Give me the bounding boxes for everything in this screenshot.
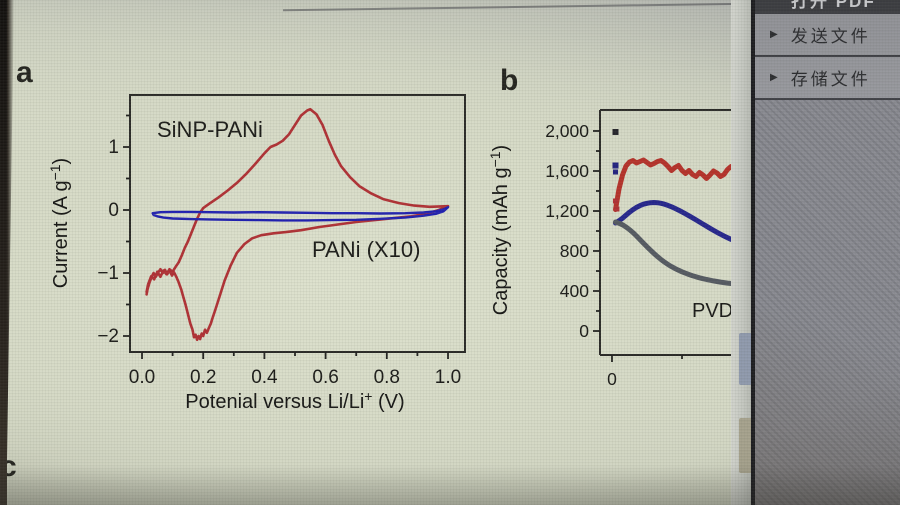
triangle-right-icon: ▶	[770, 72, 778, 83]
svg-text:−2: −2	[97, 326, 119, 347]
svg-text:0.8: 0.8	[374, 367, 400, 388]
svg-text:1: 1	[108, 137, 119, 158]
svg-text:Current (A g−1): Current (A g−1)	[47, 158, 72, 288]
menu-item-label: 打开 PDF	[791, 0, 876, 11]
svg-text:1,600: 1,600	[545, 161, 589, 181]
capacity-chart: 0 2,000 1,600 1,200 800 400 0 PVD Capacity (mAh …	[490, 109, 737, 389]
menu-separator	[755, 55, 900, 57]
scrollbar-track-mark	[739, 418, 752, 473]
cv-chart: 0.0 0.2 0.4 0.6 0.8 1.0 1 0 −1 −2 SiNP-PANi PANi (X…	[47, 94, 466, 413]
svg-text:800: 800	[560, 241, 589, 261]
panel-label-b: b	[500, 64, 519, 97]
svg-text:400: 400	[560, 281, 589, 301]
svg-text:Potenial versus Li/Li+ (V): Potenial versus Li/Li+ (V)	[185, 388, 404, 413]
svg-text:0: 0	[607, 369, 617, 389]
menu-item-send-file[interactable]: ▶ 发送文件	[755, 14, 900, 55]
svg-text:0.2: 0.2	[190, 367, 216, 388]
svg-text:1.0: 1.0	[435, 367, 461, 388]
svg-text:0: 0	[579, 321, 589, 341]
svg-text:0.4: 0.4	[251, 367, 278, 388]
menu-separator	[755, 12, 900, 14]
plot-frame	[129, 94, 466, 353]
svg-text:0.6: 0.6	[312, 367, 338, 388]
svg-text:2,000: 2,000	[545, 121, 589, 141]
page-top-edge	[283, 2, 747, 12]
svg-text:PVD: PVD	[692, 300, 733, 322]
panel-label-a: a	[16, 56, 33, 89]
triangle-right-icon: ▶	[770, 29, 778, 40]
menu-separator	[755, 98, 900, 100]
menu-item-label: 存储文件	[790, 70, 871, 89]
svg-text:SiNP-PANi: SiNP-PANi	[157, 117, 263, 142]
svg-text:1,200: 1,200	[545, 201, 589, 221]
reader-menu: 打开 PDF ▶ 发送文件 ▶ 存储文件	[755, 0, 900, 505]
svg-text:PANi (X10): PANi (X10)	[312, 237, 420, 262]
svg-text:−1: −1	[97, 263, 119, 284]
svg-text:0: 0	[108, 200, 119, 221]
menu-item-save-file[interactable]: ▶ 存储文件	[755, 57, 900, 98]
menu-item-label: 发送文件	[790, 27, 871, 46]
svg-text:Capacity (mAh g−1): Capacity (mAh g−1)	[490, 145, 512, 315]
menu-item-open-pdf[interactable]: 打开 PDF	[755, 0, 900, 12]
scrollbar-thumb[interactable]	[739, 333, 752, 385]
menu-divider	[751, 0, 755, 505]
screen-bezel-edge	[0, 0, 7, 505]
svg-text:0.0: 0.0	[129, 367, 155, 388]
menu-hatched-area	[755, 100, 900, 505]
